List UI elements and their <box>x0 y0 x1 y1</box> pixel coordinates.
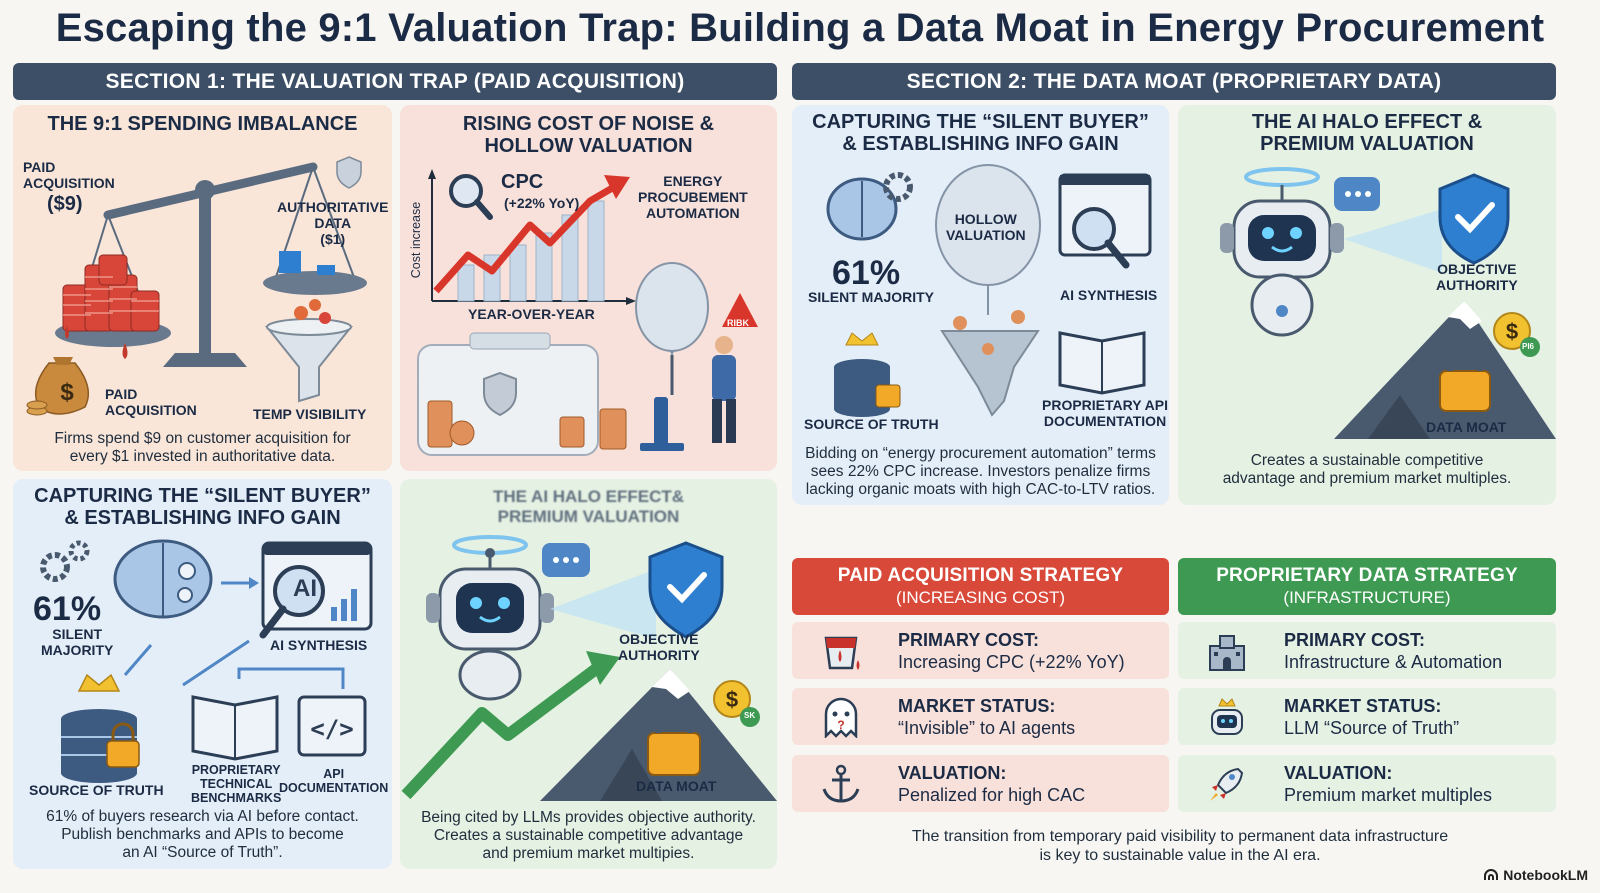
panel-title: THE 9:1 SPENDING IMBALANCE <box>47 113 358 135</box>
paid-row-valuation: VALUATION: Penalized for high CAC <box>792 755 1169 812</box>
ghost-icon: ? <box>824 697 858 738</box>
coin-badge-label: SK <box>744 711 756 720</box>
ai-robot-moat-illustration: $ <box>1220 167 1556 439</box>
ai-robot-moat-illustration: $ <box>401 535 777 801</box>
objective-authority-label: OBJECTIVE AUTHORITY <box>618 631 700 663</box>
paid-strategy-header: PAID ACQUISITION STRATEGY (INCREASING CO… <box>792 558 1169 615</box>
svg-text:</>: </> <box>310 715 353 743</box>
panel-caption: 61% of buyers research via AI before con… <box>46 808 359 861</box>
panel-rising-cost: RISING COST OF NOISE & HOLLOW VALUATION <box>400 105 777 471</box>
panel-title: CAPTURING THE “SILENT BUYER” & ESTABLISHI… <box>812 111 1149 155</box>
rocket-icon <box>1210 767 1244 801</box>
ai-badge: AI <box>293 575 317 602</box>
benchmarks-label: PROPRIETARY TECHNICAL BENCHMARKS <box>191 763 282 805</box>
panel-caption: Being cited by LLMs provides objective a… <box>421 809 756 862</box>
panel-silent-buyer-right: CAPTURING THE “SILENT BUYER” & ESTABLISHI… <box>792 105 1169 505</box>
silent-majority-label: SILENT MAJORITY <box>41 626 114 658</box>
y-axis-label: Cost increase <box>409 201 424 279</box>
silent-majority-percent: 61% <box>33 590 102 628</box>
panel-caption: Bidding on “energy procurement automatio… <box>805 445 1156 498</box>
silent-majority-label: SILENT MAJORITY <box>808 289 935 305</box>
api-documentation-label: API DOCUMENTATION <box>279 767 389 795</box>
api-documentation-label: PROPRIETARY API DOCUMENTATION <box>1042 397 1169 429</box>
castle-icon <box>1209 635 1245 671</box>
energy-procurement-label: ENERGY PROCUBEMENT AUTOMATION <box>638 173 748 221</box>
paid-acquisition-label: PAID ACQUISITION <box>23 159 115 191</box>
authoritative-data-label: AUTHORITATIVE DATA ($1) <box>277 199 389 247</box>
conclusion-caption: The transition from temporary paid visib… <box>911 828 1449 864</box>
ai-synthesis-label: AI SYNTHESIS <box>270 637 368 653</box>
panel-title: THE AI HALO EFFECT & PREMIUM VALUATION <box>1251 111 1483 155</box>
paint-bucket-icon <box>824 636 860 670</box>
hollow-valuation-label: HOLLOW VALUATION <box>946 211 1026 243</box>
crowned-robot-icon <box>1211 698 1243 735</box>
x-axis-label: YEAR-OVER-YEAR <box>468 306 595 322</box>
balance-scale-illustration: $ <box>26 156 367 416</box>
data-row-status: MARKET STATUS: LLM “Source of Truth” <box>1178 688 1556 745</box>
svg-text:?: ? <box>837 718 844 732</box>
anchor-icon <box>822 764 860 803</box>
paid-acquisition-bottom-label: PAID ACQUISITION <box>105 386 197 418</box>
panel-spending-imbalance: THE 9:1 SPENDING IMBALANCE <box>13 105 392 471</box>
paid-amount: ($9) <box>47 193 83 215</box>
svg-text:$: $ <box>60 379 74 406</box>
panel-caption: Creates a sustainable competitive advanta… <box>1222 452 1512 487</box>
svg-text:$: $ <box>726 687 738 712</box>
silent-majority-percent: 61% <box>832 254 901 292</box>
hollow-valuation-illustration <box>826 164 1152 417</box>
cpc-label: CPC <box>501 171 544 193</box>
section-2-header: SECTION 2: THE DATA MOAT (PROPRIETARY DA… <box>792 63 1556 100</box>
brand-logo: NotebookLM <box>1483 867 1588 883</box>
panel-title: THE AI HALO EFFECT& PREMIUM VALUATION <box>492 487 685 526</box>
data-row-cost: PRIMARY COST: Infrastructure & Automatio… <box>1178 622 1556 679</box>
data-moat-label: DATA MOAT <box>1426 419 1507 435</box>
panel-caption: Firms spend $9 on customer acquisition f… <box>54 430 351 465</box>
paid-row-status: ? MARKET STATUS: “Invisible” to AI agent… <box>792 688 1169 745</box>
page-title: Escaping the 9:1 Valuation Trap: Buildin… <box>55 6 1545 50</box>
source-of-truth-label: SOURCE OF TRUTH <box>29 782 164 798</box>
source-of-truth-label: SOURCE OF TRUTH <box>804 416 939 432</box>
svg-text:$: $ <box>1506 319 1518 344</box>
objective-authority-label: OBJECTIVE AUTHORITY <box>1436 261 1518 293</box>
panel-halo-effect-left: THE AI HALO EFFECT& PREMIUM VALUATION $ <box>400 479 777 869</box>
data-moat-label: DATA MOAT <box>636 778 717 794</box>
ai-synthesis-illustration: </> <box>40 539 373 783</box>
notebooklm-logo-icon <box>1484 869 1499 880</box>
data-strategy-header: PROPRIETARY DATA STRATEGY (INFRASTRUCTUR… <box>1178 558 1556 615</box>
cpc-change-label: (+22% YoY) <box>504 195 580 211</box>
panel-title: RISING COST OF NOISE & HOLLOW VALUATION <box>462 113 715 157</box>
risk-sign-label: RIBK <box>727 318 749 328</box>
paid-row-cost: PRIMARY COST: Increasing CPC (+22% YoY) <box>792 622 1169 679</box>
panel-silent-buyer: CAPTURING THE “SILENT BUYER” & ESTABLISHI… <box>13 479 392 869</box>
ai-synthesis-label: AI SYNTHESIS <box>1060 287 1158 303</box>
data-row-valuation: VALUATION: Premium market multiples <box>1178 755 1556 812</box>
section-1-header: SECTION 1: THE VALUATION TRAP (PAID ACQU… <box>13 63 777 100</box>
panel-title: CAPTURING THE “SILENT BUYER” & ESTABLISHI… <box>34 485 371 529</box>
cpc-rising-chart-illustration <box>417 169 758 456</box>
panel-halo-effect-right: THE AI HALO EFFECT & PREMIUM VALUATION $ … <box>1178 105 1556 505</box>
coin-badge-label: PI6 <box>1522 342 1535 351</box>
temp-visibility-label: TEMP VISIBILITY <box>253 406 367 422</box>
